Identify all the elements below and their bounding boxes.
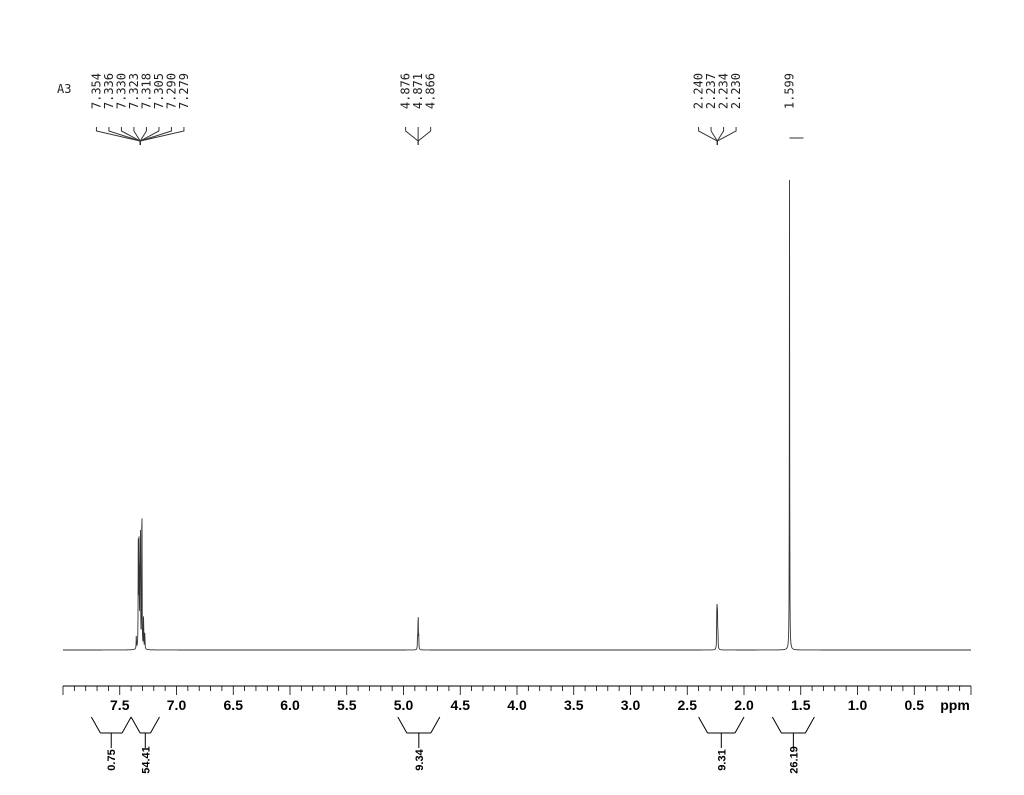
peak-connector bbox=[139, 127, 147, 145]
peak-label: 2.230 bbox=[729, 73, 743, 109]
peak-label: 7.330 bbox=[114, 73, 128, 109]
x-tick-label: 6.5 bbox=[224, 697, 244, 713]
peak-connector bbox=[405, 127, 419, 145]
peak-label: 7.354 bbox=[89, 73, 103, 109]
x-tick-label: 4.0 bbox=[507, 697, 527, 713]
peak-label: 2.237 bbox=[704, 73, 718, 109]
peak-labels: A3 7.3547.3367.3307.3237.3187.3057.2907.2… bbox=[57, 73, 804, 145]
peak-label: 7.305 bbox=[152, 73, 166, 109]
peak-connector bbox=[710, 127, 718, 145]
peak-label: 4.866 bbox=[424, 73, 438, 109]
spectrum-trace bbox=[63, 179, 971, 651]
integral-bracket bbox=[698, 716, 745, 748]
peak-connector bbox=[417, 127, 432, 145]
x-tick-label: 2.5 bbox=[678, 697, 698, 713]
integral-value: 26.19 bbox=[788, 746, 800, 774]
integral-value: 54.41 bbox=[140, 746, 152, 774]
peak-label: 4.876 bbox=[399, 73, 413, 109]
x-tick-label: 7.0 bbox=[167, 697, 187, 713]
peak-connector bbox=[139, 127, 185, 145]
peak-label: 7.336 bbox=[102, 73, 116, 109]
peak-label: 7.323 bbox=[127, 73, 141, 109]
x-tick-label: 0.5 bbox=[905, 697, 925, 713]
peak-connector bbox=[716, 127, 725, 145]
peak-label: 7.279 bbox=[177, 73, 191, 109]
integrals: 0.75 54.41 9.34 9.31 26.19 bbox=[90, 716, 815, 774]
peak-label: 7.290 bbox=[164, 73, 178, 109]
x-tick-label: 1.0 bbox=[848, 697, 868, 713]
peak-connector bbox=[108, 127, 141, 145]
integral-bracket bbox=[397, 716, 441, 748]
integral-value: 9.34 bbox=[414, 748, 426, 770]
spectrum-line bbox=[63, 179, 971, 651]
sample-label: A3 bbox=[57, 82, 71, 96]
integral-bracket bbox=[130, 716, 160, 748]
peak-label: 2.240 bbox=[692, 73, 706, 109]
x-tick-label: 4.5 bbox=[451, 697, 471, 713]
x-axis-title: ppm bbox=[940, 697, 970, 713]
x-tick-label: 1.5 bbox=[791, 697, 811, 713]
peak-connector bbox=[716, 127, 737, 145]
integral-bracket bbox=[771, 716, 815, 748]
x-tick-label: 3.5 bbox=[564, 697, 584, 713]
x-tick-label: 7.5 bbox=[110, 697, 130, 713]
peak-label: 4.871 bbox=[411, 73, 425, 109]
integral-value: 9.31 bbox=[716, 749, 728, 770]
x-axis: 7.5 7.0 6.5 6.0 5.5 5.0 4.5 4.0 3.5 3.0 2.5 2.0 1.5 1… bbox=[62, 685, 972, 713]
x-tick-label: 6.0 bbox=[280, 697, 300, 713]
x-tick-label: 3.0 bbox=[621, 697, 641, 713]
x-tick-label: 5.0 bbox=[394, 697, 414, 713]
x-tick-label: 5.5 bbox=[337, 697, 357, 713]
x-tick-label: 2.0 bbox=[734, 697, 754, 713]
peak-label: 2.234 bbox=[717, 73, 731, 109]
integral-bracket bbox=[90, 716, 132, 748]
peak-label: 7.318 bbox=[139, 73, 153, 109]
integral-value: 0.75 bbox=[106, 749, 118, 770]
peak-label: 1.599 bbox=[783, 73, 797, 109]
peak-connector bbox=[139, 127, 172, 145]
peak-connector bbox=[133, 127, 141, 145]
